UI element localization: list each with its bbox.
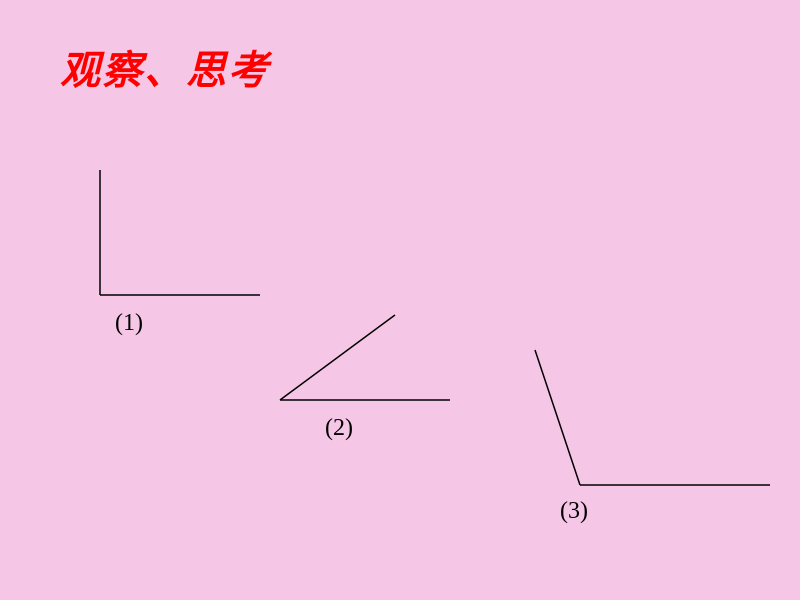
- angle-2-svg: [265, 310, 465, 410]
- angle-1-svg: [85, 165, 265, 305]
- angle-3-svg: [525, 345, 775, 495]
- angle-2-ray-1: [280, 315, 395, 400]
- page-title: 观察、思考: [60, 38, 270, 96]
- angle-3-ray-1: [535, 350, 580, 485]
- angle-1-label: (1): [115, 310, 143, 337]
- angle-2-label: (2): [325, 415, 353, 442]
- angle-3-label: (3): [560, 498, 588, 525]
